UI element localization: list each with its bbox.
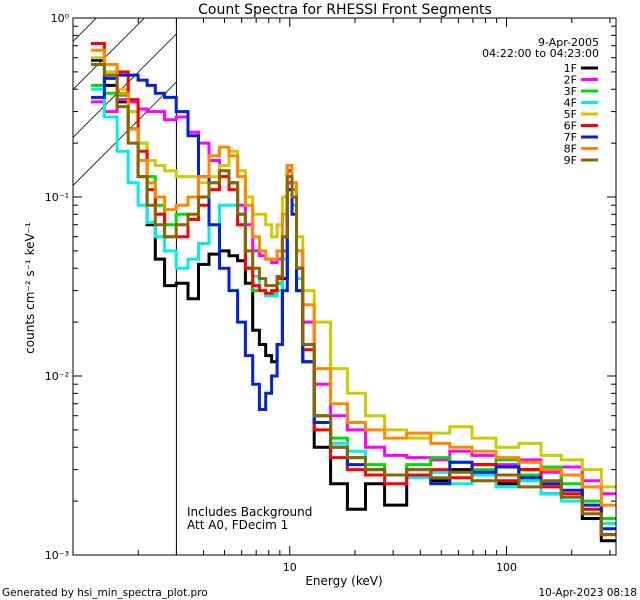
y-tick-label: 10⁻³ — [45, 549, 69, 562]
legend-label-3f: 3F — [564, 85, 577, 98]
date-label: 9-Apr-2005 — [538, 36, 599, 49]
series-line-3f — [91, 83, 616, 520]
plot-frame — [72, 17, 617, 556]
legend-label-9f: 9F — [564, 154, 577, 167]
y-tick-label: 10⁰ — [51, 12, 70, 25]
series-line-2f — [91, 98, 616, 496]
time-range-label: 04:22:00 to 04:23:00 — [482, 47, 599, 60]
footer-timestamp: 10-Apr-2023 08:18 — [538, 587, 637, 599]
annotation-attenuator: Att A0, FDecim 1 — [187, 518, 288, 532]
legend-label-4f: 4F — [564, 97, 577, 110]
series-line-7f — [91, 73, 616, 531]
legend-label-8f: 8F — [564, 143, 577, 156]
chart-title: Count Spectra for RHESSI Front Segments — [198, 2, 492, 18]
legend-label-6f: 6F — [564, 120, 577, 133]
hatch-line — [73, 18, 145, 90]
series-line-5f — [91, 56, 616, 489]
legend-label-1f: 1F — [564, 62, 577, 75]
series-lines — [91, 42, 616, 543]
y-axis-label: counts cm⁻² s⁻¹ keV⁻¹ — [23, 222, 37, 354]
legend-label-2f: 2F — [564, 74, 577, 87]
series-line-9f — [91, 63, 616, 537]
x-tick-label: 10 — [283, 561, 297, 574]
legend-label-5f: 5F — [564, 108, 577, 121]
hatch-line — [73, 18, 97, 42]
legend-label-7f: 7F — [564, 131, 577, 144]
hatch-line — [73, 81, 177, 186]
x-tick-label: 100 — [496, 561, 517, 574]
footer-generated-by: Generated by hsi_min_spectra_plot.pro — [2, 587, 208, 599]
annotation-background: Includes Background — [187, 505, 312, 519]
background-hatch-region — [73, 18, 177, 555]
y-tick-label: 10⁻² — [45, 370, 69, 383]
x-axis-label: Energy (keV) — [305, 574, 382, 588]
y-tick-label: 10⁻¹ — [45, 191, 69, 204]
hatch-line — [73, 33, 177, 138]
axes: 10 100 10⁰ 10⁻¹ 10⁻² 10⁻³ — [45, 12, 616, 574]
